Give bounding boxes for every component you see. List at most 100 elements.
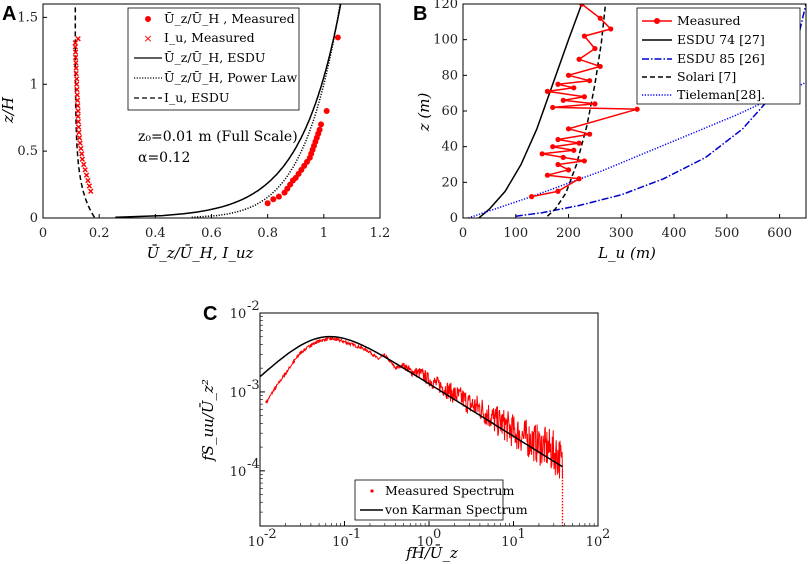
lu-measured-point [581, 94, 587, 100]
panel-c-ytick-label: 10 [230, 307, 247, 322]
panel-c-xtick-exponent: -2 [264, 527, 277, 542]
panel-b-legend-box [636, 7, 801, 105]
lu-measured-point [579, 4, 585, 7]
measured-spectrum-point [292, 360, 295, 364]
turbulence-point [88, 188, 94, 194]
lu-measured-point [550, 104, 556, 111]
panel-a-annotation-alpha: α=0.12 [138, 150, 190, 166]
panel-c-xtick-exponent: 0 [433, 527, 441, 542]
turbulence-point [81, 161, 87, 168]
iu-esdu-curve [74, 4, 96, 218]
lu-measured-point [581, 33, 587, 39]
lu-model-curve [478, 4, 583, 218]
panel-c-ytick-exponent: -4 [247, 457, 260, 472]
panel-b-xlabel: L_u (m) [597, 244, 656, 262]
turbulence-point [75, 124, 82, 130]
lu-model-curve [468, 81, 806, 218]
lu-measured-line [531, 4, 638, 198]
legend-c-measured: Measured Spectrum [385, 483, 514, 498]
panel-c-xtick-label: 10 [586, 535, 603, 550]
mean-velocity-point [334, 34, 341, 41]
mean-velocity-point [270, 196, 277, 203]
turbulence-point [72, 40, 78, 46]
panel-b-ytick-label: 120 [433, 0, 458, 12]
lu-measured-point [529, 194, 535, 200]
legend-c-measured-marker [370, 489, 374, 493]
turbulence-point [72, 54, 79, 61]
panel-a-ylabel: z/H [0, 96, 17, 124]
legend-b-measured-marker [654, 18, 660, 24]
turbulence-point [74, 81, 80, 87]
panel-b-ytick-label: 0 [450, 211, 458, 226]
panel-b: B 0 100 200 300 400 500 600 0 20 40 60 80 100 120 L_u… [413, 0, 807, 262]
turbulence-point [78, 145, 84, 152]
panel-c-xtick-label: 10 [501, 535, 518, 550]
panel-b-xtick-label: 300 [609, 226, 634, 241]
panel-a-ytick-label: 1.5 [17, 10, 38, 25]
turbulence-point [75, 36, 81, 42]
lu-measured-point [576, 176, 582, 182]
lu-measured-point [560, 97, 566, 103]
panel-c-legend-box [354, 479, 504, 521]
panel-c-xtick-label: 10 [332, 535, 349, 550]
panel-a-xlabel: Ū_z/Ū_H, I_uz [147, 244, 254, 262]
panel-a-xtick-label: 0.6 [201, 226, 222, 241]
legend-b-measured: Measured [677, 13, 741, 28]
panel-c-xtick-label: 10 [417, 535, 434, 550]
panel-b-xtick-label: 400 [662, 226, 687, 241]
panel-b-legend: Measured ESDU 74 [27] ESDU 85 [26] Solar… [636, 7, 801, 105]
turbulence-point [73, 70, 79, 77]
lu-measured-point [555, 81, 561, 87]
turbulence-point [79, 151, 85, 157]
mean-velocity-point [323, 108, 330, 114]
measured-spectrum-point [265, 400, 268, 404]
lu-measured-point [565, 126, 572, 132]
panel-a-legend: Ū_z/Ū_H , Measured × I_u, Measured Ū_z/Ū… [127, 7, 300, 111]
measured-spectrum-point [324, 338, 328, 341]
lu-measured-point [555, 188, 561, 194]
turbulence-point [75, 108, 81, 114]
panel-b-ytick-label: 80 [441, 68, 458, 83]
panel-a: A 0 0.2 0.4 0.6 0.8 1 1.2 0 0.5 1 1.5 z₀=0.01 m (F… [0, 3, 390, 262]
turbulence-point [79, 156, 86, 162]
mean-velocity-point [275, 193, 282, 200]
panel-b-xtick-label: 100 [503, 226, 528, 241]
lu-measured-point [592, 45, 598, 52]
lu-measured-point [555, 136, 561, 143]
mean-velocity-point [264, 200, 271, 207]
legend-measured-iu: I_u, Measured [164, 30, 255, 45]
legend-b-esdu74: ESDU 74 [27] [677, 32, 765, 47]
turbulence-point [73, 60, 79, 66]
measured-spectrum-point [335, 338, 338, 341]
panel-c-ytick-exponent: -2 [247, 299, 260, 314]
measured-spectrum-point [317, 339, 321, 343]
turbulence-point [72, 44, 78, 50]
panel-b-ytick-label: 20 [441, 175, 458, 190]
lu-measured-point [634, 106, 640, 112]
legend-measured-mean: Ū_z/Ū_H , Measured [164, 11, 295, 26]
turbulence-point [74, 86, 80, 93]
measured-spectrum-point [309, 343, 313, 347]
panel-c-xtick-label: 10 [248, 535, 265, 550]
panel-a-plot-area [72, 4, 342, 218]
lu-measured-point [550, 144, 556, 150]
panel-b-xtick-label: 600 [767, 226, 792, 241]
panel-c-xtick-exponent: -1 [349, 527, 362, 542]
panel-c-ytick-exponent: -3 [247, 378, 260, 393]
measured-spectrum-line [266, 336, 563, 479]
panel-c-xtick-exponent: 2 [602, 527, 610, 542]
von-karman-curve [260, 335, 563, 468]
panel-b-ytick-label: 60 [441, 104, 458, 119]
legend-iu-esdu: I_u, ESDU [164, 90, 229, 105]
lu-measured-point [544, 172, 551, 178]
legend-b-tieleman: Tieleman[28]. [677, 87, 765, 102]
legend-measured-mean-marker [145, 16, 151, 22]
turbulence-point [77, 140, 83, 146]
panel-b-xtick-label: 0 [459, 226, 467, 241]
turbulence-point [76, 129, 82, 136]
legend-esdu: Ū_z/Ū_H, ESDU [164, 50, 265, 65]
lu-measured-point [587, 78, 593, 84]
lu-measured-point [560, 154, 566, 160]
